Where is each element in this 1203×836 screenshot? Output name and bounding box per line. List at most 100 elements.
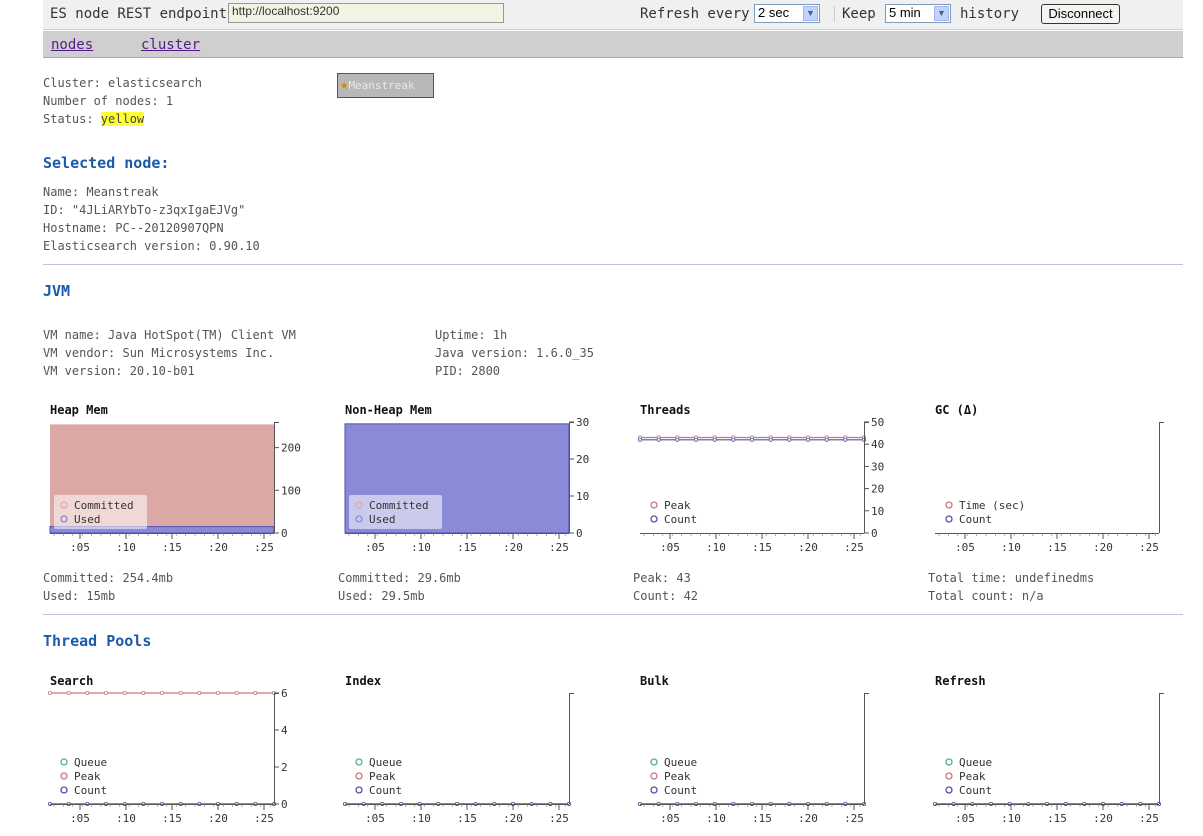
gc-x-tick-label: :10: [1001, 541, 1021, 554]
heap-mem-y-tick-label: 100: [281, 484, 301, 497]
threads-y-tick-label: 30: [871, 460, 884, 473]
node-button[interactable]: ★Meanstreak: [337, 73, 434, 98]
non-heap-mem-y-tick-label: 0: [576, 527, 583, 540]
index-legend-marker: [355, 758, 363, 766]
gc-legend-box: [939, 495, 1039, 529]
search-x-tick-label: :10: [116, 812, 136, 825]
heap-committed: Committed: 254.4mb: [43, 571, 174, 585]
gc-x-tick-label: :20: [1093, 541, 1113, 554]
chevron-down-icon: ▼: [934, 6, 949, 21]
node-es-version: Elasticsearch version: 0.90.10: [43, 239, 260, 253]
heap-mem-legend-marker: [60, 501, 68, 509]
search-point-peak: [197, 690, 202, 695]
refresh-x-tick-label: :25: [1139, 812, 1159, 825]
threads-chart-title: Threads: [640, 403, 691, 417]
status-badge: yellow: [100, 112, 145, 126]
endpoint-input[interactable]: http://localhost:9200: [228, 3, 504, 23]
divider: [834, 6, 835, 22]
refresh-legend-marker: [945, 758, 953, 766]
refresh-interval-select[interactable]: 2 sec ▼: [754, 4, 820, 23]
keep-label: Keep: [842, 6, 876, 22]
gc-chart: GC (Δ):05:10:15:20:25 Time (sec) Count: [927, 402, 1187, 562]
heap-used: Used: 15mb: [43, 589, 116, 603]
non-heap-mem-legend-label: Committed: [369, 499, 429, 512]
heap-mem-legend-label: Used: [74, 513, 101, 526]
bulk-chart: Bulk:05:10:15:20:25 Queue Peak Count: [632, 673, 892, 833]
threads-chart: Threads:05:10:15:20:25 0 10 20 30 40 50 Peak Cou…: [632, 402, 892, 562]
search-chart: Search:05:10:15:20:25 0 2 4 6 Queue Peak Count: [42, 673, 302, 833]
history-length-value: 5 min: [889, 5, 921, 20]
vm-version: VM version: 20.10-b01: [43, 364, 195, 378]
threads-legend-label: Count: [664, 513, 697, 526]
threads-legend-marker: [650, 515, 658, 523]
vm-vendor: VM vendor: Sun Microsystems Inc.: [43, 346, 275, 360]
index-legend-label: Queue: [369, 756, 402, 769]
heap-mem-chart: Heap Mem:05:10:15:20:25 0 100 200 Committed U…: [42, 402, 302, 562]
search-point-peak: [178, 690, 183, 695]
cluster-status: Status: yellow: [43, 112, 145, 126]
threads-point-count: [824, 437, 829, 442]
index-x-tick-label: :10: [411, 812, 431, 825]
threads-x-tick-label: :20: [798, 541, 818, 554]
disconnect-button[interactable]: Disconnect: [1041, 4, 1120, 24]
search-y-tick-label: 6: [281, 687, 288, 700]
search-point-peak: [253, 690, 258, 695]
heap-mem-x-tick-label: :25: [254, 541, 274, 554]
uptime: Uptime: 1h: [435, 328, 508, 342]
nonheap-committed: Committed: 29.6mb: [338, 571, 461, 585]
threads-peak: Peak: 43: [633, 571, 691, 585]
index-x-tick-label: :20: [503, 812, 523, 825]
search-point-peak: [48, 690, 53, 695]
search-point-peak: [104, 690, 109, 695]
heap-mem-x-tick-label: :10: [116, 541, 136, 554]
bulk-legend-label: Queue: [664, 756, 697, 769]
threads-point-count: [843, 437, 848, 442]
chevron-down-icon: ▼: [803, 6, 818, 21]
non-heap-mem-x-tick-label: :25: [549, 541, 569, 554]
threads-point-count: [675, 437, 680, 442]
nav-link-cluster[interactable]: cluster: [141, 37, 201, 53]
node-hostname: Hostname: PC--20120907QPN: [43, 221, 224, 235]
heap-mem-legend-box: [54, 495, 147, 529]
cluster-name: Cluster: elasticsearch: [43, 76, 202, 90]
non-heap-mem-y-tick-label: 20: [576, 453, 589, 466]
refresh-legend-marker: [945, 772, 953, 780]
bulk-legend-marker: [650, 786, 658, 794]
bulk-chart-title: Bulk: [640, 674, 670, 688]
threads-point-count: [750, 437, 755, 442]
gc-legend-marker: [945, 515, 953, 523]
history-length-select[interactable]: 5 min ▼: [885, 4, 951, 23]
bulk-legend-marker: [650, 758, 658, 766]
status-label: Status:: [43, 112, 101, 126]
non-heap-mem-legend-box: [349, 495, 442, 529]
threads-y-tick-label: 10: [871, 505, 884, 518]
search-point-peak: [66, 690, 71, 695]
non-heap-mem-chart-title: Non-Heap Mem: [345, 403, 432, 417]
heap-mem-legend-marker: [60, 515, 68, 523]
java-version: Java version: 1.6.0_35: [435, 346, 594, 360]
heap-mem-x-tick-label: :15: [162, 541, 182, 554]
non-heap-mem-x-tick-label: :10: [411, 541, 431, 554]
non-heap-mem-x-tick-label: :15: [457, 541, 477, 554]
index-legend-label: Count: [369, 784, 402, 797]
refresh-x-tick-label: :15: [1047, 812, 1067, 825]
index-x-tick-label: :05: [365, 812, 385, 825]
refresh-x-tick-label: :20: [1093, 812, 1113, 825]
divider: [43, 614, 1183, 615]
non-heap-mem-y-tick-label: 10: [576, 490, 589, 503]
threads-y-tick-label: 50: [871, 416, 884, 429]
thread-pools-heading: Thread Pools: [43, 632, 152, 650]
refresh-legend-label: Count: [959, 784, 992, 797]
search-point-peak: [215, 690, 220, 695]
gc-x-tick-label: :15: [1047, 541, 1067, 554]
search-legend-marker: [60, 758, 68, 766]
refresh-chart: Refresh:05:10:15:20:25 Queue Peak Count: [927, 673, 1187, 833]
index-legend-marker: [355, 772, 363, 780]
threads-chart-svg: Threads:05:10:15:20:25 0 10 20 30 40 50 PeakCou…: [638, 403, 884, 554]
nav-link-nodes[interactable]: nodes: [51, 37, 94, 53]
refresh-x-tick-label: :10: [1001, 812, 1021, 825]
heap-mem-chart-svg: Heap Mem:05:10:15:20:25 0 100 200 CommittedU…: [49, 403, 301, 554]
bulk-legend-label: Peak: [664, 770, 691, 783]
